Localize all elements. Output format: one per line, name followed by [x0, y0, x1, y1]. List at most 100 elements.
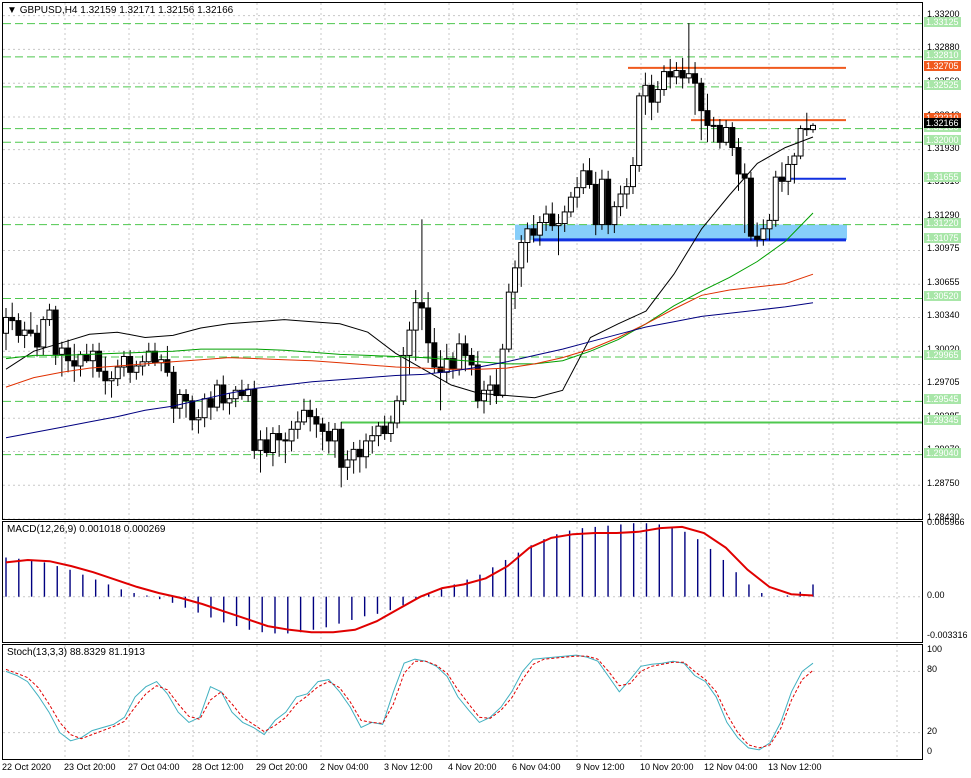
candle-body	[375, 425, 382, 437]
candle-body	[518, 242, 525, 269]
time-axis[interactable]: 22 Oct 2020 23 Oct 20:00 27 Oct 04:00 28 Oc…	[2, 760, 923, 778]
candle-body	[387, 422, 394, 435]
candle-body	[468, 354, 475, 366]
time-tick-label: 12 Nov 04:00	[704, 762, 758, 772]
time-tick-label: 4 Nov 20:00	[448, 762, 497, 772]
candle-body	[313, 416, 320, 425]
candle-body	[133, 365, 140, 373]
candle-body	[71, 360, 78, 367]
price-tick-label: 1.30020	[927, 344, 960, 354]
candle-body	[729, 127, 736, 149]
open-value: 1.32159	[80, 5, 117, 16]
price-level-tag: 1.29545	[924, 394, 961, 405]
candle-body	[747, 177, 754, 237]
low-value: 1.32156	[158, 5, 195, 16]
dropdown-triangle-icon[interactable]: ▼	[7, 5, 17, 16]
candle-body	[65, 347, 72, 362]
candle-body	[598, 178, 605, 226]
macd-label: MACD(12,26,9) 0.001018 0.000269	[7, 524, 166, 535]
candle-body	[151, 350, 158, 364]
ma-black-line	[5, 136, 814, 399]
stoch-pane[interactable]: Stoch(13,3,3) 88.8329 81.1913	[2, 644, 923, 760]
price-tick-label: 1.29705	[927, 377, 960, 388]
candle-body	[778, 176, 785, 182]
candle-body	[605, 178, 612, 226]
candle-body	[294, 421, 301, 430]
time-tick-label: 29 Oct 20:00	[256, 762, 308, 772]
candle-body	[499, 348, 506, 397]
candle-body	[661, 71, 668, 91]
candle-body	[586, 170, 593, 185]
candle-body	[425, 307, 432, 344]
candle-body	[574, 187, 581, 198]
candle-body	[34, 332, 41, 348]
price-axis[interactable]: 1.332001.328801.325601.322401.319301.316…	[924, 2, 971, 522]
macd-pane[interactable]: MACD(12,26,9) 0.001018 0.000269	[2, 521, 923, 643]
candle-body	[642, 84, 649, 97]
candle-body	[27, 329, 34, 334]
candle-body	[108, 378, 115, 382]
macd-canvas[interactable]	[3, 522, 922, 642]
candle-body	[176, 393, 183, 409]
candle-body	[102, 370, 109, 382]
candle-body	[704, 110, 711, 126]
candle-body	[710, 124, 717, 127]
candle-body	[307, 409, 314, 418]
ma-blue-line	[5, 302, 814, 439]
price-tick-label: 1.28430	[927, 512, 960, 522]
stoch-tick-label: 0	[927, 746, 933, 756]
candle-body	[319, 423, 326, 432]
candle-body	[654, 89, 661, 103]
candle-body	[332, 428, 339, 442]
candle-body	[474, 364, 481, 402]
candle-body	[456, 343, 463, 370]
time-tick-label: 6 Nov 04:00	[512, 762, 561, 772]
macd-tick-label: 0.00	[927, 589, 945, 600]
ma-green-line	[5, 212, 814, 365]
candle-body	[369, 435, 376, 442]
price-chart-canvas[interactable]	[3, 3, 922, 519]
macd-tick-label: -0.003316	[927, 630, 968, 641]
candle-body	[692, 73, 699, 84]
candle-body	[735, 147, 742, 175]
chart-header: ▼ GBPUSD,H4 1.32159 1.32171 1.32156 1.32…	[7, 5, 233, 16]
candle-body	[766, 219, 773, 230]
price-tick-label: 1.33200	[927, 8, 960, 19]
price-chart-pane[interactable]: ▼ GBPUSD,H4 1.32159 1.32171 1.32156 1.32…	[2, 2, 923, 520]
candle-body	[52, 309, 59, 355]
candle-body	[462, 343, 469, 356]
stoch-canvas[interactable]	[3, 645, 922, 759]
candle-body	[493, 384, 500, 397]
candle-body	[480, 389, 487, 402]
candle-body	[164, 359, 171, 373]
stoch-tick-label: 100	[927, 644, 943, 654]
price-level-tag: 1.31220	[924, 217, 961, 228]
candle-body	[9, 316, 16, 322]
price-level-tag: 1.32166	[924, 117, 961, 128]
candle-body	[21, 329, 28, 336]
candle-body	[195, 417, 202, 421]
candle-body	[617, 193, 624, 208]
time-tick-label: 13 Nov 12:00	[768, 762, 822, 772]
candle-body	[338, 428, 345, 468]
candle-body	[257, 439, 264, 451]
candle-body	[667, 71, 674, 78]
time-tick-label: 3 Nov 12:00	[384, 762, 433, 772]
candle-body	[40, 319, 47, 348]
candle-body	[636, 95, 643, 167]
candle-body	[549, 213, 556, 227]
stoch-main-line	[5, 654, 814, 751]
time-tick-label: 28 Oct 12:00	[192, 762, 244, 772]
stoch-axis: 100 80 20 0	[924, 644, 971, 760]
price-tick-label: 1.28750	[927, 478, 960, 489]
high-value: 1.32171	[119, 5, 156, 16]
price-level-tag: 1.32525	[924, 79, 961, 90]
price-tick-label: 1.30340	[927, 310, 960, 321]
stoch-label: Stoch(13,3,3) 88.8329 81.1913	[7, 647, 145, 658]
candle-body	[201, 398, 208, 419]
candle-body	[207, 398, 214, 408]
candle-body	[803, 128, 810, 131]
candle-body	[791, 155, 798, 165]
candle-body	[685, 73, 692, 79]
candle-body	[77, 353, 84, 367]
